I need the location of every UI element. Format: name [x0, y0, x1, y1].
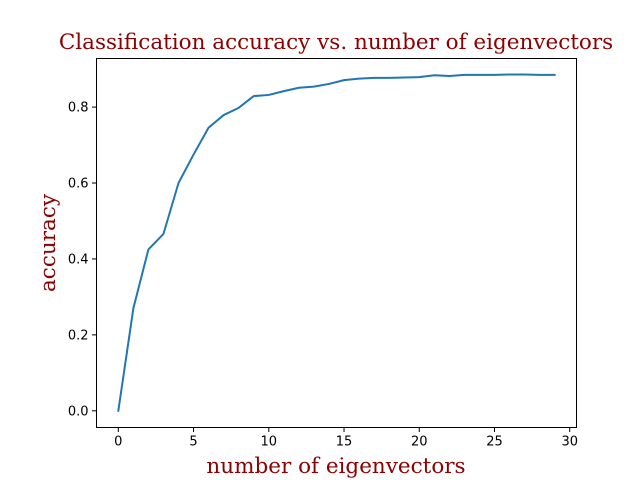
y-axis: 0.0 0.2 0.4 0.6 0.8	[68, 101, 97, 419]
series-layer	[117, 73, 556, 412]
y-tick-label: 0.6	[68, 177, 89, 192]
x-tick-label: 30	[561, 435, 578, 450]
x-tick-label: 10	[261, 435, 278, 450]
y-tick-label: 0.2	[68, 328, 89, 343]
x-tick-label: 15	[336, 435, 353, 450]
accuracy-line	[117, 73, 556, 412]
x-tick-label: 25	[486, 435, 503, 450]
y-tick-label: 0.4	[68, 252, 89, 267]
x-axis: 0 5 10 15 20 25 30	[114, 427, 578, 450]
y-tick-label: 0.0	[68, 404, 89, 419]
axes-frame	[96, 58, 577, 428]
x-tick-label: 20	[411, 435, 428, 450]
x-axis-label: number of eigenvectors	[206, 454, 465, 479]
chart-title: Classification accuracy vs. number of ei…	[59, 30, 613, 55]
y-axis-label: accuracy	[36, 193, 61, 292]
y-tick-label: 0.8	[68, 101, 89, 116]
x-tick-label: 0	[114, 435, 122, 450]
x-tick-label: 5	[189, 435, 197, 450]
plot-area: 0 5 10 15 20 25 30 0.0 0.2 0.4 0.6 0.8	[68, 58, 578, 450]
